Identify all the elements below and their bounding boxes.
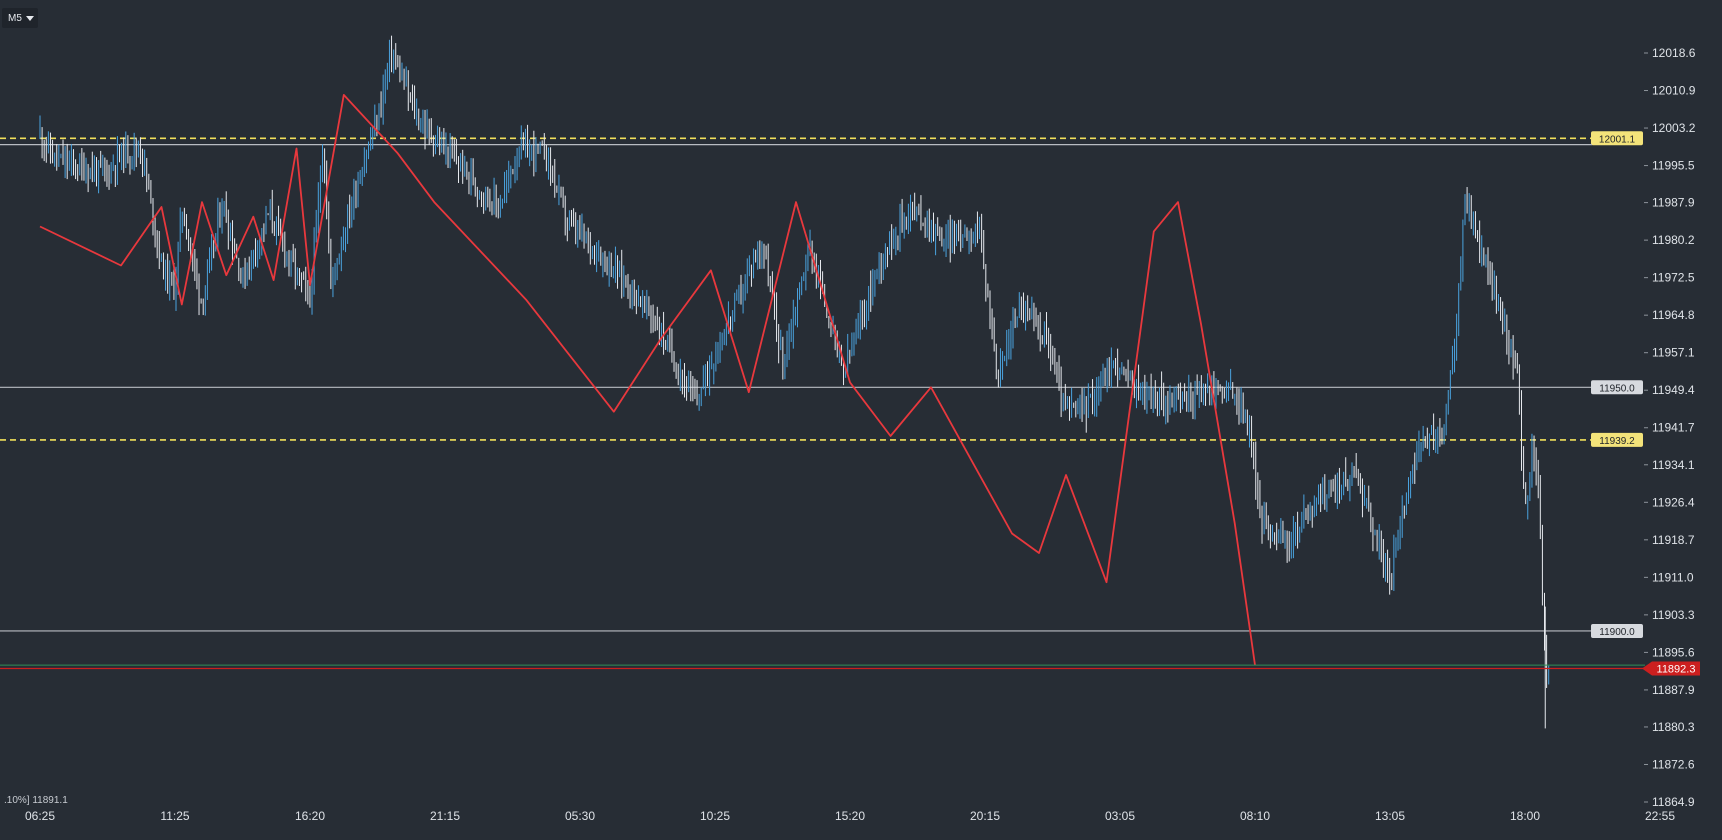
- timeframe-selector[interactable]: M5: [2, 8, 38, 28]
- x-tick-label: 21:15: [430, 809, 460, 823]
- current-price-tag: [1642, 661, 1700, 676]
- y-tick-label: 12003.2: [1652, 121, 1696, 135]
- x-tick-label: 18:00: [1510, 809, 1540, 823]
- x-tick-label: 06:25: [25, 809, 55, 823]
- y-tick-label: 11957.1: [1652, 346, 1695, 360]
- y-tick-label: 11941.7: [1652, 421, 1695, 435]
- zigzag-line: [39, 94, 1256, 666]
- x-tick-label: 15:20: [835, 809, 865, 823]
- x-tick-label: 05:30: [565, 809, 595, 823]
- y-tick-label: 11895.6: [1652, 645, 1695, 659]
- x-tick-label: 10:25: [700, 809, 730, 823]
- y-tick-label: 11987.9: [1652, 196, 1695, 210]
- level-label: 11900.0: [1599, 627, 1635, 638]
- y-tick-label: 11934.1: [1652, 458, 1695, 472]
- candles: [39, 35, 1550, 729]
- x-tick-label: 20:15: [970, 809, 1000, 823]
- level-label-box: [1591, 623, 1643, 638]
- level-label-box: [1591, 380, 1643, 395]
- y-tick-label: 11980.2: [1652, 233, 1695, 247]
- y-tick-label: 11972.5: [1652, 271, 1695, 285]
- zigzag-indicator: [39, 94, 1256, 666]
- y-tick-label: 11949.4: [1652, 383, 1695, 397]
- y-tick-label: 11880.3: [1652, 720, 1695, 734]
- y-tick-label: 12018.6: [1652, 46, 1696, 60]
- x-axis: 06:25 11:25 16:20 21:15 05:30 10:25 15:20 20:15…: [25, 809, 1675, 823]
- timeframe-label: M5: [8, 12, 22, 24]
- level-label: 11939.2: [1599, 436, 1635, 447]
- x-tick-label: 08:10: [1240, 809, 1270, 823]
- x-tick-label: 03:05: [1105, 809, 1135, 823]
- level-label: 12001.1: [1599, 134, 1636, 145]
- y-tick-label: 11926.4: [1652, 495, 1695, 509]
- x-tick-label: 16:20: [295, 809, 325, 823]
- current-price-line: 11892.3: [0, 661, 1700, 676]
- x-tick-label: 11:25: [160, 809, 189, 823]
- x-tick-label: 22:55: [1645, 809, 1675, 823]
- price-levels: 12001.1 11950.0 11939.2 11900.0: [0, 131, 1643, 638]
- chevron-down-icon: [25, 15, 34, 21]
- y-tick-label: 11995.5: [1652, 159, 1695, 173]
- y-tick-label: 11903.3: [1652, 608, 1695, 622]
- level-label: 11950.0: [1599, 383, 1635, 394]
- y-tick-label: 11887.9: [1652, 683, 1695, 697]
- y-axis: 12018.6 12010.9 12003.2 11995.5 11987.9 11980…: [1644, 46, 1696, 809]
- y-tick-label: 12010.9: [1652, 84, 1696, 98]
- y-tick-label: 11911.0: [1652, 570, 1694, 584]
- y-tick-label: 11964.8: [1652, 308, 1695, 322]
- status-readout: .10%] 11891.1: [4, 795, 68, 806]
- x-tick-label: 13:05: [1375, 809, 1405, 823]
- y-tick-label: 11872.6: [1652, 757, 1695, 771]
- current-price-label: 11892.3: [1657, 663, 1696, 675]
- y-tick-label: 11864.9: [1652, 795, 1695, 809]
- y-tick-label: 11918.7: [1652, 533, 1695, 547]
- level-label-box: [1591, 131, 1643, 146]
- level-label-box: [1591, 432, 1643, 447]
